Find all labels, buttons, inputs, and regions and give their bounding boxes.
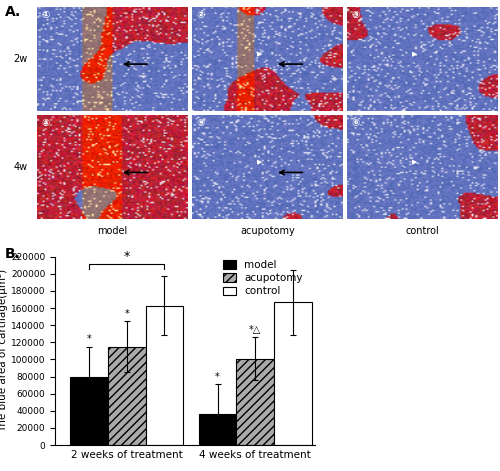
Text: ⑥: ⑥ — [352, 118, 360, 128]
Text: ②: ② — [196, 10, 205, 20]
Bar — [70, 377, 108, 445]
Text: *: * — [215, 372, 220, 382]
Bar — [274, 302, 312, 445]
Bar — [198, 414, 236, 445]
Text: 2w: 2w — [13, 54, 28, 64]
Text: ▶: ▶ — [258, 51, 262, 57]
Text: ▶: ▶ — [258, 159, 262, 165]
Text: 4w: 4w — [14, 162, 28, 172]
Text: ▶: ▶ — [412, 51, 418, 57]
Text: B.: B. — [5, 247, 21, 261]
Text: A.: A. — [5, 5, 21, 19]
Text: *: * — [87, 334, 92, 344]
Y-axis label: The blue area of cartilage(μm²): The blue area of cartilage(μm²) — [0, 269, 8, 432]
Bar — [236, 358, 274, 445]
Legend: model, acupotomy, control: model, acupotomy, control — [222, 258, 305, 299]
Text: *△: *△ — [249, 325, 262, 335]
Text: ▶: ▶ — [412, 159, 418, 165]
Text: *: * — [124, 309, 129, 319]
Text: ③: ③ — [352, 10, 360, 20]
Bar — [146, 306, 184, 445]
Text: *: * — [124, 250, 130, 263]
Text: ⑤: ⑤ — [196, 118, 205, 128]
Text: ④: ④ — [42, 118, 50, 128]
Text: control: control — [406, 226, 440, 236]
Text: acupotomy: acupotomy — [240, 226, 295, 236]
Text: ①: ① — [42, 10, 50, 20]
Bar — [108, 347, 146, 445]
Text: model: model — [98, 226, 128, 236]
